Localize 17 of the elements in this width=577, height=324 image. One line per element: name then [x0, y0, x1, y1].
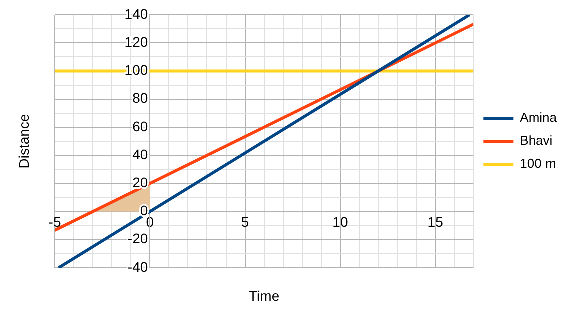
y-tick-label: 20 — [132, 174, 148, 191]
y-tick-label: -20 — [128, 230, 148, 247]
y-axis-title: Distance — [16, 114, 32, 169]
y-tick-label: 60 — [132, 118, 148, 134]
y-tick-label: 140 — [124, 6, 148, 22]
x-tick-label: 5 — [241, 214, 250, 230]
x-axis-title: Time — [249, 288, 280, 304]
x-tick-label: 15 — [428, 214, 444, 230]
x-tick-label: -5 — [48, 214, 62, 230]
y-tick-label: 40 — [132, 146, 148, 162]
legend-label: 100 m — [520, 156, 556, 172]
x-tick-label: 10 — [332, 214, 348, 230]
y-tick-label: -40 — [128, 258, 148, 275]
legend-label: Bhavi — [520, 133, 553, 148]
y-tick-label: 80 — [132, 90, 148, 106]
legend-label: Amina — [520, 110, 558, 126]
y-tick-label: 120 — [124, 34, 148, 50]
